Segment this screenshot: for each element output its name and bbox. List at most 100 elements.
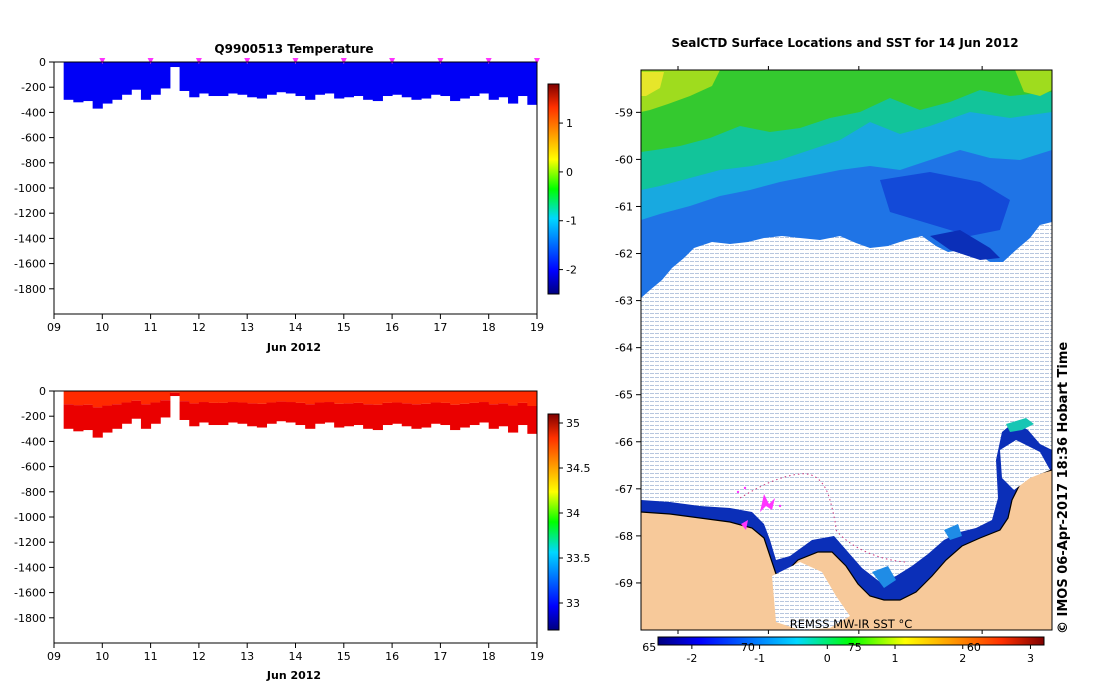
salinity-profile-lower: [227, 402, 239, 423]
salinity-profile-upper: [150, 391, 161, 403]
salinity-profile-upper: [459, 391, 470, 404]
lon-tick-label: 60: [967, 641, 981, 654]
salinity-profile-lower: [411, 404, 422, 429]
sst-open-ocean: [641, 70, 1052, 298]
lon-tick-label: 75: [848, 641, 862, 654]
temperature-profile-column: [372, 62, 383, 102]
salinity-profile-upper: [488, 391, 499, 405]
salinity-profile-lower: [102, 405, 113, 433]
sst-colorbar-ticks: -2 -1 0 1 2 3: [686, 645, 1034, 665]
salinity-profile-lower: [73, 405, 84, 432]
salinity-profile-upper: [479, 391, 490, 403]
y-tick-label: -1200: [14, 207, 46, 220]
temperature-profile-column: [430, 62, 441, 95]
x-tick-label: 17: [433, 650, 447, 663]
temperature-profile-column: [440, 62, 451, 97]
salinity-profile-upper: [140, 391, 152, 405]
y-tick-label: -400: [21, 435, 46, 448]
salinity-profile-lower: [392, 402, 403, 424]
lat-tick-label: -60: [615, 153, 633, 166]
salinity-profile-lower: [256, 403, 268, 428]
profile-marker: [147, 58, 154, 64]
salinity-y-axis: 0 -200 -400 -600 -800 -1000 -1200 -1400 -1600 -18…: [14, 385, 54, 625]
y-tick-label: -1000: [14, 511, 46, 524]
salinity-profile-upper: [189, 391, 200, 404]
colorbar-tick-label: 33: [566, 597, 580, 610]
temperature-profile-column: [479, 62, 490, 94]
x-tick-label: 18: [482, 321, 496, 334]
salinity-profile-lower: [121, 402, 132, 424]
salinity-profile-upper: [440, 391, 451, 403]
colorbar-tick-label: 0: [566, 166, 573, 179]
salinity-profile-lower: [469, 402, 480, 426]
temperature-profile-column: [382, 62, 393, 97]
salinity-profile-upper: [285, 391, 296, 403]
x-tick-label: 09: [47, 321, 61, 334]
temperature-profile-column: [140, 62, 152, 100]
temperature-profile-column: [324, 62, 335, 94]
x-tick-label: 17: [433, 321, 447, 334]
temperature-profile-column: [276, 62, 287, 93]
seal-track: [736, 473, 906, 563]
salinity-profile-lower: [305, 404, 316, 429]
profile-marker: [99, 58, 106, 64]
salinity-profile-lower: [179, 401, 190, 420]
temperature-profile-column: [73, 62, 84, 103]
salinity-profile-lower: [208, 402, 219, 426]
salinity-profile-upper: [450, 391, 461, 405]
salinity-x-axis: 09 10 11 12 13 14 15 16 17 18 19: [47, 643, 544, 663]
x-tick-label: 13: [240, 650, 254, 663]
x-tick-label: 14: [289, 321, 303, 334]
salinity-profile-upper: [121, 391, 132, 403]
salinity-profile-lower: [276, 401, 287, 422]
salinity-profile-lower: [218, 402, 229, 426]
lat-tick-label: -65: [615, 389, 633, 402]
salinity-profile-lower: [430, 402, 441, 424]
profile-marker: [195, 58, 202, 64]
salinity-profile-upper: [256, 391, 268, 404]
credit-text: © IMOS 06-Apr-2017 18:36 Hobart Time: [1056, 342, 1071, 634]
x-tick-label: 18: [482, 650, 496, 663]
colorbar-tick-label: -2: [566, 264, 577, 277]
salinity-profile-lower: [353, 402, 364, 426]
profile-marker: [389, 58, 396, 64]
salinity-profile-upper: [82, 391, 94, 405]
salinity-x-axis-label: Jun 2012: [266, 669, 321, 682]
salinity-profile-lower: [169, 392, 181, 397]
salinity-profile-upper: [73, 391, 84, 406]
coastline: [641, 469, 1052, 601]
temperature-profile-column: [208, 62, 219, 97]
x-tick-label: 13: [240, 321, 254, 334]
salinity-profile-lower: [498, 403, 509, 427]
salinity-profile-upper: [63, 391, 74, 405]
salinity-profile-upper: [92, 391, 103, 408]
salinity-profile-lower: [150, 402, 161, 424]
y-tick-label: -1600: [14, 587, 46, 600]
salinity-profile-lower: [382, 402, 393, 426]
temperature-profile-column: [169, 62, 181, 68]
y-tick-label: -1000: [14, 182, 46, 195]
temperature-y-axis: 0 -200 -400 -600 -800 -1000 -1200 -1400 -1600 -18…: [14, 56, 54, 296]
salinity-profile-lower: [237, 402, 248, 424]
x-tick-label: 14: [289, 650, 303, 663]
temperature-plot-frame: [53, 61, 538, 315]
salinity-profile-lower: [343, 403, 354, 427]
temperature-chart-title: Q9900513 Temperature: [214, 42, 373, 56]
temperature-profile-column: [421, 62, 432, 99]
temperature-profile-column: [111, 62, 123, 100]
y-tick-label: 0: [39, 385, 46, 398]
map-latitude-axis: -59 -60 -61 -62 -63 -64 -65 -66 -67 -68 -69: [615, 106, 641, 590]
y-tick-label: -200: [21, 410, 46, 423]
salinity-profile-lower: [82, 404, 94, 431]
salinity-profile-lower: [459, 403, 470, 428]
x-tick-label: 19: [530, 650, 544, 663]
salinity-profile-upper: [421, 391, 432, 404]
salinity-profile-lower: [111, 404, 123, 429]
temperature-profile-column: [392, 62, 403, 95]
temperature-profile-column: [227, 62, 239, 94]
temperature-profile-column: [343, 62, 354, 98]
temperature-profile-column: [488, 62, 499, 100]
profile-marker: [292, 58, 299, 64]
x-tick-label: 10: [95, 650, 109, 663]
